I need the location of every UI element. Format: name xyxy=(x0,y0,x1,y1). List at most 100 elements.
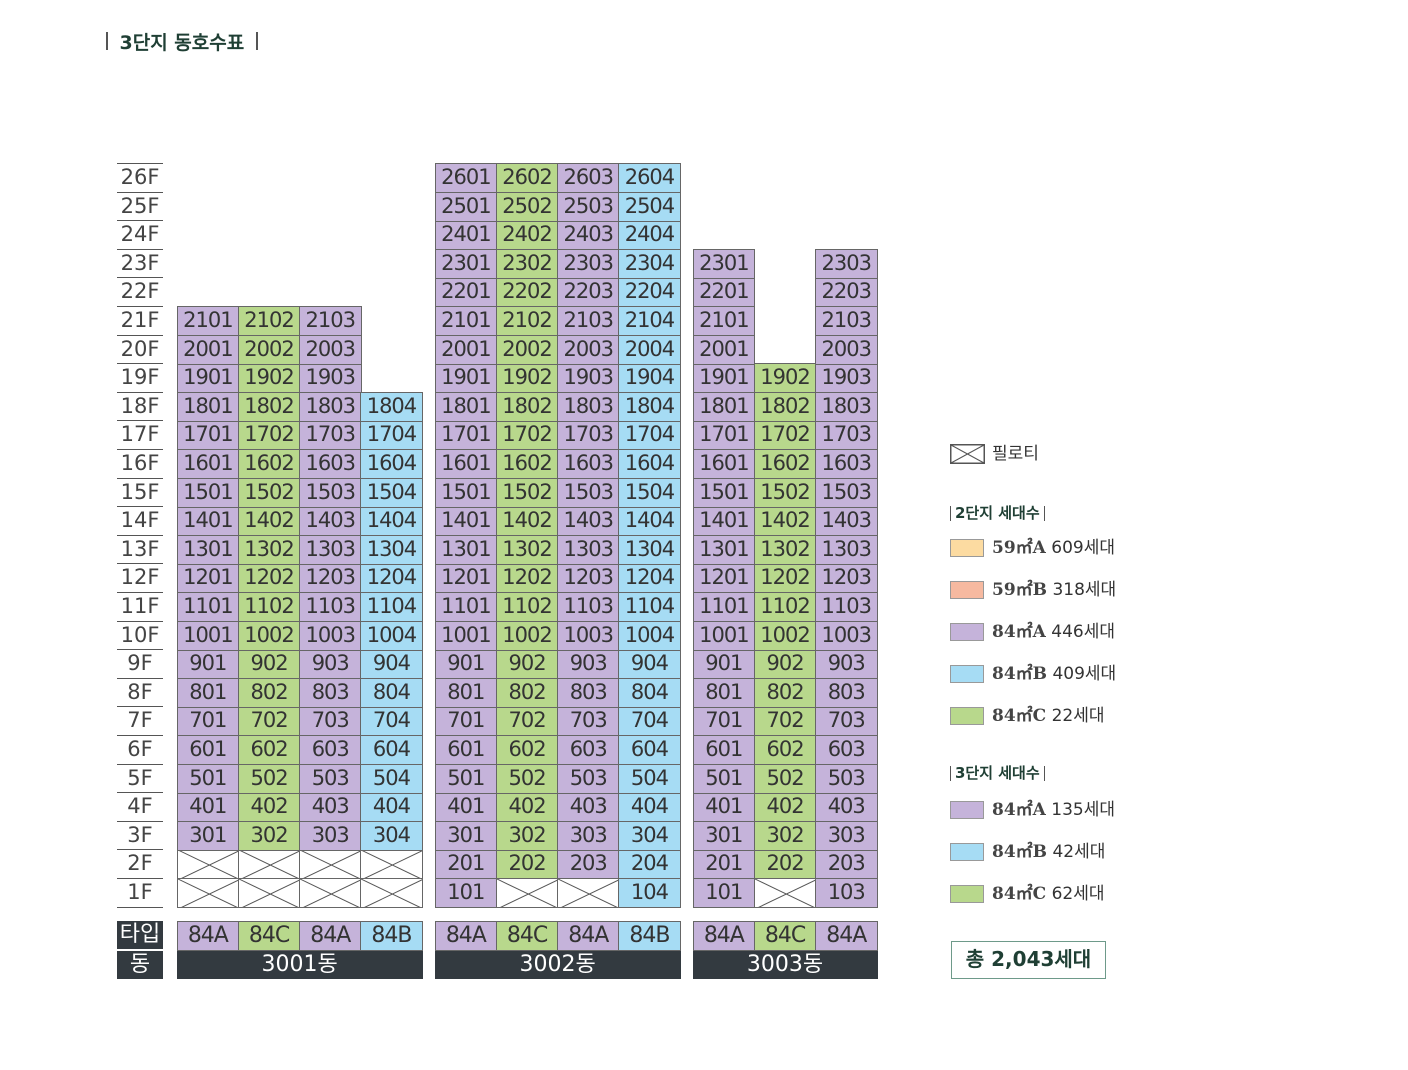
floor-label: 10F xyxy=(117,620,163,650)
type-cell: 84A xyxy=(298,921,362,951)
pilotis-cell xyxy=(360,849,423,880)
legend-item: 84㎡C 62세대 xyxy=(992,884,1105,904)
unit-cell: 301 xyxy=(692,820,756,851)
legend-swatch xyxy=(950,843,984,861)
unit-cell: 1202 xyxy=(753,563,817,594)
floor-label: 14F xyxy=(117,506,163,535)
unit-cell: 1403 xyxy=(298,506,362,537)
pilotis-cell xyxy=(298,849,362,880)
unit-cell: 802 xyxy=(495,677,559,708)
unit-cell: 1401 xyxy=(176,506,240,537)
unit-cell: 2301 xyxy=(434,248,498,279)
unit-cell: 104 xyxy=(618,878,681,909)
legend-heading-complex3: 3단지 세대수 xyxy=(950,763,1049,783)
unit-cell: 1903 xyxy=(814,363,878,394)
floor-label: 21F xyxy=(117,306,163,335)
unit-cell: 901 xyxy=(692,649,756,680)
unit-cell: 404 xyxy=(360,792,423,823)
unit-cell: 1104 xyxy=(360,592,423,623)
unit-cell: 1101 xyxy=(434,592,498,623)
unit-cell: 2101 xyxy=(692,306,756,337)
unit-cell: 1601 xyxy=(692,449,756,480)
floor-label: 23F xyxy=(117,248,163,278)
unit-cell: 2404 xyxy=(618,220,681,251)
unit-cell: 703 xyxy=(814,706,878,737)
unit-cell: 1002 xyxy=(753,620,817,651)
unit-cell: 501 xyxy=(176,763,240,794)
floor-label: 4F xyxy=(117,792,163,821)
unit-cell: 2601 xyxy=(434,163,498,194)
legend-item-count: 22세대 xyxy=(1051,706,1105,726)
unit-cell: 1201 xyxy=(176,563,240,594)
type-cell: 84A xyxy=(176,921,240,951)
unit-cell: 1702 xyxy=(237,420,301,451)
unit-cell: 1401 xyxy=(434,506,498,537)
unit-cell: 1801 xyxy=(692,391,756,422)
floor-label: 22F xyxy=(117,277,163,306)
unit-cell: 304 xyxy=(618,820,681,851)
unit-cell: 1802 xyxy=(237,391,301,422)
unit-cell: 702 xyxy=(753,706,817,737)
unit-cell: 1603 xyxy=(556,449,620,480)
pilotis-icon xyxy=(496,879,558,908)
pilotis-icon xyxy=(299,850,361,879)
unit-cell: 1303 xyxy=(814,534,878,565)
unit-cell: 1503 xyxy=(556,477,620,508)
unit-cell: 703 xyxy=(298,706,362,737)
legend-item: 59㎡A 609세대 xyxy=(992,538,1115,558)
unit-cell: 1803 xyxy=(556,391,620,422)
unit-cell: 1804 xyxy=(360,391,423,422)
unit-cell: 2102 xyxy=(237,306,301,337)
unit-cell: 2103 xyxy=(298,306,362,337)
unit-cell: 1003 xyxy=(298,620,362,651)
building-name: 3002동 xyxy=(434,951,681,979)
unit-cell: 2203 xyxy=(814,277,878,308)
legend-item: 84㎡A 446세대 xyxy=(992,622,1115,642)
unit-cell: 1404 xyxy=(618,506,681,537)
unit-cell: 803 xyxy=(556,677,620,708)
unit-cell: 403 xyxy=(814,792,878,823)
unit-cell: 602 xyxy=(237,735,301,766)
floor-label: 24F xyxy=(117,220,163,249)
unit-cell: 1903 xyxy=(556,363,620,394)
unit-cell: 101 xyxy=(692,878,756,909)
pilotis-cell xyxy=(360,878,423,909)
unit-cell: 503 xyxy=(298,763,362,794)
unit-cell: 1504 xyxy=(360,477,423,508)
pilotis-icon xyxy=(238,879,300,908)
unit-cell: 2102 xyxy=(495,306,559,337)
pilotis-icon xyxy=(177,879,239,908)
unit-cell: 1701 xyxy=(176,420,240,451)
unit-cell: 2103 xyxy=(556,306,620,337)
unit-cell: 2101 xyxy=(434,306,498,337)
unit-cell: 1203 xyxy=(298,563,362,594)
unit-cell: 902 xyxy=(237,649,301,680)
unit-cell: 1703 xyxy=(814,420,878,451)
legend-item: 84㎡C 22세대 xyxy=(992,706,1105,726)
unit-cell: 1602 xyxy=(495,449,559,480)
unit-cell: 701 xyxy=(434,706,498,737)
unit-cell: 304 xyxy=(360,820,423,851)
unit-cell: 1203 xyxy=(556,563,620,594)
unit-cell: 2002 xyxy=(237,334,301,365)
unit-cell: 1901 xyxy=(434,363,498,394)
unit-cell: 1701 xyxy=(692,420,756,451)
pilotis-cell xyxy=(237,878,301,909)
legend-item-count: 609세대 xyxy=(1051,538,1115,558)
unit-cell: 301 xyxy=(434,820,498,851)
unit-cell: 902 xyxy=(495,649,559,680)
unit-cell: 1801 xyxy=(434,391,498,422)
unit-cell: 2301 xyxy=(692,248,756,279)
unit-cell: 2001 xyxy=(692,334,756,365)
unit-cell: 504 xyxy=(360,763,423,794)
legend-item-type: 84㎡B xyxy=(992,664,1048,684)
unit-cell: 603 xyxy=(814,735,878,766)
legend-item: 59㎡B 318세대 xyxy=(992,580,1116,600)
floor-label: 17F xyxy=(117,420,163,449)
unit-cell: 401 xyxy=(434,792,498,823)
unit-cell: 2001 xyxy=(176,334,240,365)
legend-swatch xyxy=(950,707,984,725)
type-cell: 84B xyxy=(618,921,681,951)
type-row-label: 타입 xyxy=(117,921,163,949)
legend-swatch xyxy=(950,801,984,819)
